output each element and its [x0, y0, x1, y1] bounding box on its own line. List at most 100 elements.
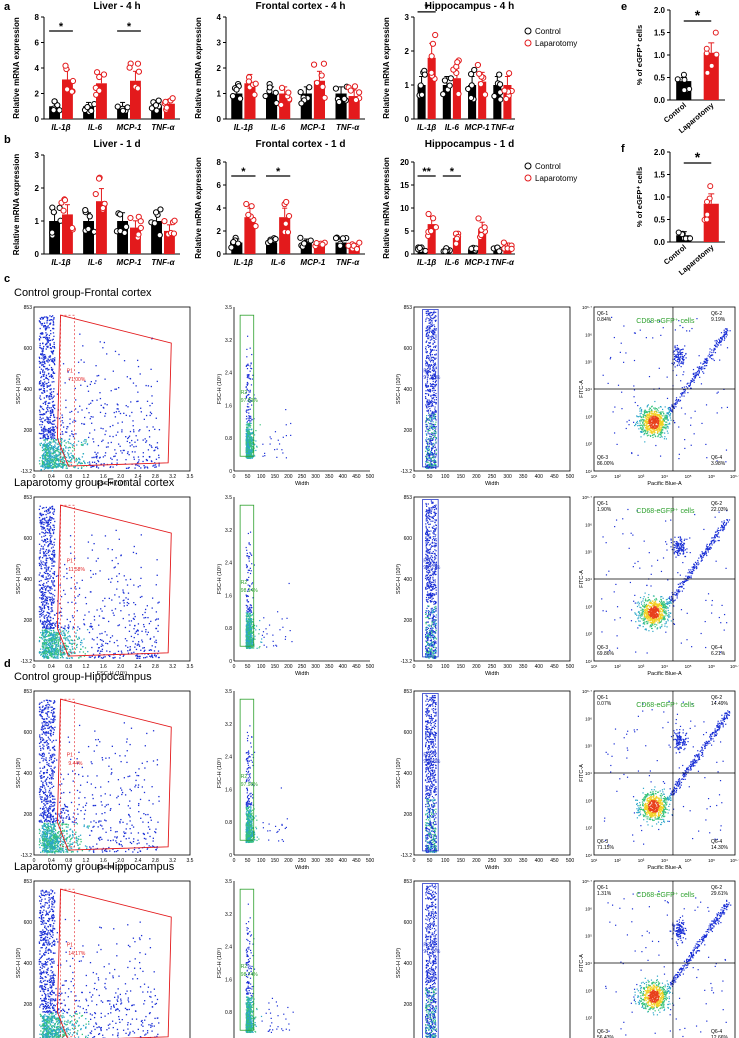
event-dot [426, 313, 427, 314]
event-dot [48, 396, 49, 397]
event-dot [42, 361, 43, 362]
event-dot [47, 434, 48, 435]
data-point [87, 214, 92, 219]
event-dot [246, 410, 247, 411]
event-dot [709, 348, 710, 349]
event-dot [61, 443, 62, 444]
event-dot [654, 432, 655, 433]
event-dot [40, 611, 41, 612]
event-dot [47, 318, 48, 319]
y-tick-label: 10⁵ [585, 360, 592, 365]
event-dot [50, 458, 51, 459]
event-dot [425, 451, 426, 452]
x-tick-label: IL-1β [417, 258, 436, 267]
event-dot [426, 362, 427, 363]
event-dot [709, 351, 710, 352]
event-dot [681, 361, 682, 362]
event-dot [661, 411, 662, 412]
event-dot [246, 387, 247, 388]
event-dot [677, 361, 678, 362]
event-dot [654, 409, 655, 410]
event-dot [63, 426, 64, 427]
event-dot [127, 438, 128, 439]
event-dot [426, 441, 427, 442]
data-point [85, 105, 90, 110]
event-dot [436, 450, 437, 451]
event-dot [47, 341, 48, 342]
event-dot [133, 431, 134, 432]
event-dot [90, 623, 91, 624]
data-point [348, 88, 353, 93]
event-dot [426, 410, 427, 411]
event-dot [428, 450, 429, 451]
event-dot [49, 419, 50, 420]
event-dot [82, 463, 83, 464]
event-dot [431, 442, 432, 443]
event-dot [679, 352, 680, 353]
event-dot [41, 324, 42, 325]
event-dot [131, 412, 132, 413]
event-dot [430, 349, 431, 350]
cell-population-label: CD68-eGFP⁺ cells [636, 318, 695, 325]
event-dot [425, 360, 426, 361]
event-dot [52, 397, 53, 398]
event-dot [60, 459, 61, 460]
event-dot [643, 417, 644, 418]
event-dot [131, 440, 132, 441]
event-dot [142, 461, 143, 462]
event-dot [148, 449, 149, 450]
event-dot [425, 404, 426, 405]
significance-mark: * [59, 21, 64, 33]
event-dot [664, 418, 665, 419]
event-dot [40, 362, 41, 363]
event-dot [433, 357, 434, 358]
event-dot [637, 416, 638, 417]
event-dot [118, 411, 119, 412]
data-point [120, 108, 125, 113]
event-dot [427, 426, 428, 427]
event-dot [431, 418, 432, 419]
event-dot [48, 382, 49, 383]
event-dot [80, 463, 81, 464]
event-dot [67, 452, 68, 453]
event-dot [642, 419, 643, 420]
event-dot [49, 364, 50, 365]
event-dot [687, 387, 688, 388]
event-dot [50, 385, 51, 386]
event-dot [124, 450, 125, 451]
event-dot [40, 445, 41, 446]
event-dot [662, 421, 663, 422]
event-dot [621, 408, 622, 409]
event-dot [719, 360, 720, 361]
event-dot [681, 407, 682, 408]
event-dot [433, 386, 434, 387]
event-dot [679, 359, 680, 360]
event-dot [50, 427, 51, 428]
x-tick-label: IL-1β [417, 123, 436, 132]
event-dot [682, 363, 683, 364]
event-dot [251, 362, 252, 363]
event-dot [660, 456, 661, 457]
data-point [320, 84, 325, 89]
event-dot [54, 465, 55, 466]
event-dot [660, 432, 661, 433]
event-dot [137, 465, 138, 466]
data-point [115, 104, 120, 109]
data-point [456, 91, 461, 96]
event-dot [41, 348, 42, 349]
event-dot [247, 364, 248, 365]
event-dot [54, 456, 55, 457]
event-dot [42, 455, 43, 456]
event-dot [431, 438, 432, 439]
event-dot [621, 392, 622, 393]
event-dot [45, 455, 46, 456]
event-dot [47, 317, 48, 318]
chart-b2: 02468Relative mRNA expressionFrontal cor… [194, 139, 365, 267]
event-dot [67, 460, 68, 461]
event-dot [96, 467, 97, 468]
event-dot [649, 414, 650, 415]
event-dot [71, 433, 72, 434]
event-dot [431, 324, 432, 325]
event-dot [721, 338, 722, 339]
event-dot [426, 317, 427, 318]
